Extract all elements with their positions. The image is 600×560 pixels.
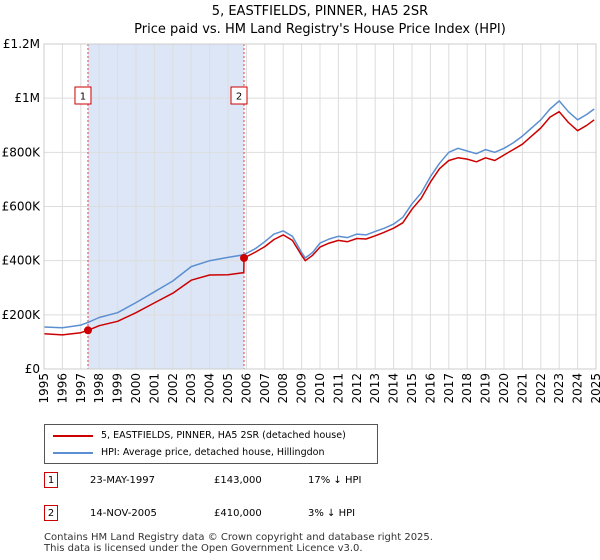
x-tick-label: 2005 xyxy=(221,373,235,404)
x-tick-label: 2009 xyxy=(295,373,309,404)
x-tick-label: 2000 xyxy=(129,373,143,404)
chart-legend: 5, EASTFIELDS, PINNER, HA5 2SR (detached… xyxy=(44,424,378,464)
legend-item-property: 5, EASTFIELDS, PINNER, HA5 2SR (detached… xyxy=(53,428,346,444)
y-tick-label: £1M xyxy=(14,91,40,105)
x-tick-label: 2012 xyxy=(350,373,364,404)
y-tick-label: £200K xyxy=(2,308,42,322)
series-lines xyxy=(43,100,595,336)
y-tick-label: £800K xyxy=(2,145,42,159)
transaction-row: 1 23-MAY-1997 £143,000 17% ↓ HPI xyxy=(44,472,404,490)
x-tick-label: 2024 xyxy=(571,373,585,404)
x-tick-label: 2021 xyxy=(515,373,529,404)
x-tick-label: 2023 xyxy=(552,373,566,404)
x-tick-label: 2025 xyxy=(589,373,600,404)
legend-swatch-property xyxy=(53,434,93,437)
transaction-date: 23-MAY-1997 xyxy=(90,475,156,486)
x-tick-label: 2010 xyxy=(313,373,327,404)
legend-swatch-hpi xyxy=(53,451,93,454)
x-tick-label: 1997 xyxy=(74,373,88,404)
x-tick-label: 2002 xyxy=(166,373,180,404)
x-tick-label: 1999 xyxy=(111,373,125,404)
x-tick-label: 1996 xyxy=(55,373,69,404)
x-tick-label: 2001 xyxy=(147,373,161,404)
plot-border xyxy=(43,43,597,370)
sale-points xyxy=(83,253,249,335)
x-tick-label: 2018 xyxy=(460,373,474,404)
y-tick-label: £400K xyxy=(2,254,42,268)
transaction-price: £410,000 xyxy=(214,508,262,519)
x-tick-label: 2007 xyxy=(258,373,272,404)
x-tick-label: 2006 xyxy=(239,373,253,404)
transaction-hpi-diff: 17% ↓ HPI xyxy=(308,475,362,486)
y-tick-label: £1.2M xyxy=(3,37,40,51)
y-tick-label: £600K xyxy=(2,200,42,214)
x-tick-label: 2011 xyxy=(331,373,345,404)
legend-label-hpi: HPI: Average price, detached house, Hill… xyxy=(101,447,325,458)
series-line xyxy=(43,110,595,336)
transaction-row: 2 14-NOV-2005 £410,000 3% ↓ HPI xyxy=(44,505,404,523)
x-tick-label: 2020 xyxy=(497,373,511,404)
sale-label: 1 xyxy=(80,92,86,103)
legend-item-hpi: HPI: Average price, detached house, Hill… xyxy=(53,445,324,461)
transaction-date: 14-NOV-2005 xyxy=(90,508,157,519)
sale-label-box xyxy=(74,86,92,105)
x-tick-label: 1998 xyxy=(92,373,106,404)
price-chart: 5, EASTFIELDS, PINNER, HA5 2SR Price pai… xyxy=(2,4,600,404)
series-line xyxy=(43,100,595,329)
x-tick-label: 2014 xyxy=(387,373,401,404)
x-tick-label: 2016 xyxy=(423,373,437,404)
transaction-hpi-diff: 3% ↓ HPI xyxy=(308,508,356,519)
x-tick-label: 2015 xyxy=(405,373,419,404)
sale-label: 2 xyxy=(236,92,242,103)
chart-subtitle: Price paid vs. HM Land Registry's House … xyxy=(134,22,506,37)
y-axis-ticks: £0 £200K £400K £600K £800K £1M £1.2M xyxy=(2,37,42,376)
footer-line-2: This data is licensed under the Open Gov… xyxy=(44,543,363,554)
transaction-number-badge: 2 xyxy=(44,505,58,521)
sale-label-box xyxy=(230,86,248,105)
x-tick-label: 2022 xyxy=(534,373,548,404)
x-tick-label: 2004 xyxy=(203,373,217,404)
legend-label-property: 5, EASTFIELDS, PINNER, HA5 2SR (detached… xyxy=(101,430,346,441)
sale-point xyxy=(83,326,92,335)
x-tick-label: 2003 xyxy=(184,373,198,404)
transaction-price: £143,000 xyxy=(214,475,262,486)
x-tick-label: 2019 xyxy=(479,373,493,404)
sale-point xyxy=(240,253,249,262)
x-tick-label: 2008 xyxy=(276,373,290,404)
x-tick-label: 2013 xyxy=(368,373,382,404)
y-tick-label: £0 xyxy=(25,362,40,376)
x-tick-label: 2017 xyxy=(442,373,456,404)
footer-line-1: Contains HM Land Registry data © Crown c… xyxy=(44,532,433,543)
x-tick-label: 1995 xyxy=(37,373,51,404)
footer-attribution: Contains HM Land Registry data © Crown c… xyxy=(44,532,433,554)
chart-title: 5, EASTFIELDS, PINNER, HA5 2SR xyxy=(212,4,428,19)
transaction-number-badge: 1 xyxy=(44,472,58,488)
x-axis-ticks: 1995 1996 1997 1998 1999 2000 2001 2002 2003 2004… xyxy=(37,373,600,404)
